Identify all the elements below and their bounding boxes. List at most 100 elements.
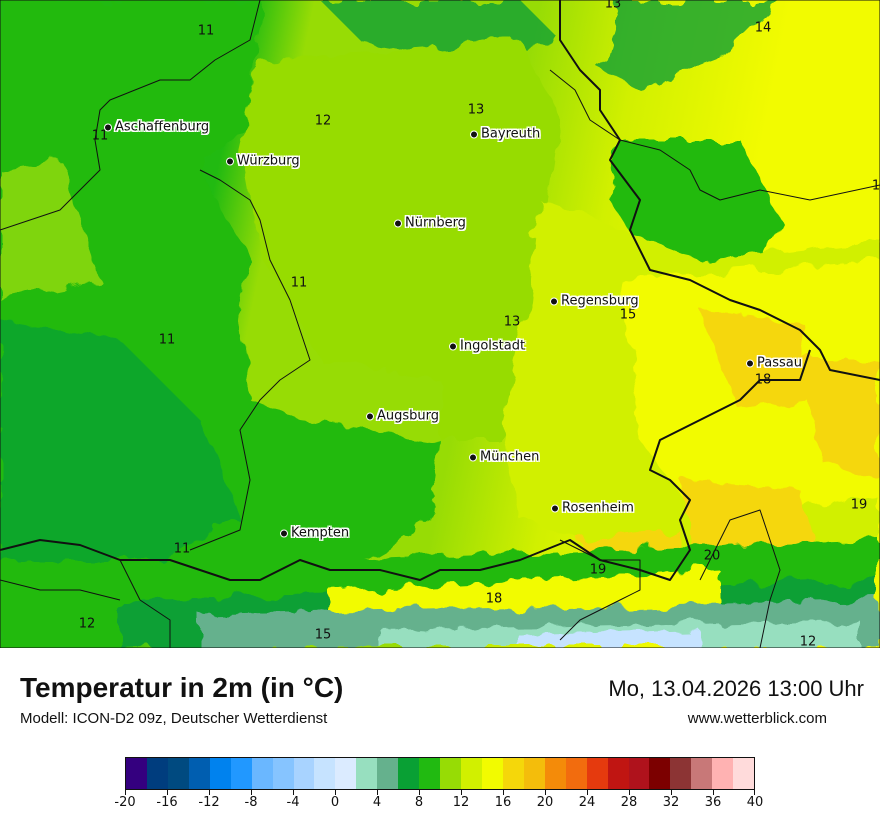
colorbar-segment: [230, 758, 252, 789]
city-label: München: [480, 449, 540, 465]
colorbar-tick: [125, 790, 126, 795]
colorbar-tick: [587, 790, 588, 795]
colorbar-tick: [335, 790, 336, 795]
temperature-map: 13 11 14 11 12 13 1 11 11 13 15 18 19 20 19 18 11 12 15 12 …: [0, 0, 880, 648]
colorbar-segment: [607, 758, 629, 789]
colorbar-segment: [649, 758, 671, 789]
colorbar-tick-label: 0: [330, 795, 340, 810]
colorbar-segment: [461, 758, 482, 789]
temperature-value-label: 11: [158, 332, 176, 348]
temperature-value-label: 12: [78, 616, 96, 632]
temperature-value-label: 11: [173, 541, 191, 557]
model-source: Modell: ICON-D2 09z, Deutscher Wetterdie…: [20, 710, 328, 727]
colorbar-tick: [671, 790, 672, 795]
city-marker: Passau: [746, 356, 802, 371]
colorbar-tick: [461, 790, 462, 795]
colorbar-tick-label: -16: [156, 795, 178, 810]
city-dot-icon: [280, 529, 288, 537]
colorbar-segment: [126, 758, 147, 789]
temperature-value-label: 11: [91, 128, 109, 144]
city-dot-icon: [104, 123, 112, 131]
colorbar-segment: [335, 758, 357, 789]
city-marker: Rosenheim: [551, 501, 634, 516]
colorbar-tick-label: -4: [286, 795, 300, 810]
colorbar-tick: [545, 790, 546, 795]
city-dot-icon: [469, 453, 477, 461]
city-dot-icon: [226, 157, 234, 165]
temperature-value-label: 15: [314, 627, 332, 643]
colorbar-tick-label: -20: [114, 795, 136, 810]
temperature-value-label: 18: [754, 372, 772, 388]
city-label: Bayreuth: [481, 126, 541, 142]
colorbar-segment: [523, 758, 545, 789]
colorbar-tick: [713, 790, 714, 795]
temperature-value-label: 13: [467, 102, 485, 118]
colorbar-tick-label: 36: [704, 795, 722, 810]
temperature-value-label: 11: [197, 23, 215, 39]
city-dot-icon: [449, 342, 457, 350]
colorbar-tick: [377, 790, 378, 795]
temperature-value-label: 19: [589, 562, 607, 578]
colorbar-segment: [481, 758, 503, 789]
colorbar-tick-label: 32: [662, 795, 680, 810]
website-link[interactable]: www.wetterblick.com: [687, 710, 827, 727]
colorbar-tick: [251, 790, 252, 795]
colorbar-segment: [544, 758, 566, 789]
colorbar-ticks: -20 -16 -12 -8 -4 0 4 8 12 16 20 24 28 32 36 40: [114, 790, 763, 820]
city-dot-icon: [551, 504, 559, 512]
city-marker: Regensburg: [550, 294, 639, 309]
colorbar-segment: [565, 758, 587, 789]
city-label: Passau: [757, 355, 802, 371]
map-title: Temperatur in 2m (in °C): [20, 672, 344, 703]
city-label: Regensburg: [561, 293, 639, 309]
colorbar-tick-label: 20: [536, 795, 554, 810]
colorbar-segment: [733, 758, 755, 789]
temperature-value-label: 11: [290, 275, 308, 291]
colorbar-segment: [398, 758, 420, 789]
temperature-colorbar: [125, 757, 755, 790]
city-dot-icon: [550, 297, 558, 305]
colorbar-tick: [167, 790, 168, 795]
city-marker: Kempten: [280, 526, 349, 541]
colorbar-segment: [377, 758, 399, 789]
colorbar-tick: [629, 790, 630, 795]
colorbar-tick: [754, 790, 755, 795]
city-dot-icon: [366, 412, 374, 420]
city-label: Ingolstadt: [460, 338, 526, 354]
colorbar-tick-label: 28: [620, 795, 638, 810]
colorbar-tick-label: 24: [578, 795, 596, 810]
colorbar-segment: [251, 758, 273, 789]
temperature-value-label: 12: [799, 634, 817, 649]
colorbar-tick-label: 8: [414, 795, 424, 810]
colorbar-tick-label: 16: [494, 795, 512, 810]
city-label: Würzburg: [237, 153, 300, 169]
colorbar-segment: [188, 758, 210, 789]
colorbar-tick: [209, 790, 210, 795]
colorbar-tick-label: 12: [452, 795, 470, 810]
colorbar-tick-label: 40: [746, 795, 764, 810]
temperature-value-label: 13: [503, 314, 521, 330]
city-marker: Ingolstadt: [449, 339, 525, 354]
temperature-value-label: 15: [619, 307, 637, 323]
temperature-value-label: 13: [604, 0, 622, 12]
colorbar-tick: [503, 790, 504, 795]
colorbar-segment: [691, 758, 713, 789]
city-label: Kempten: [291, 525, 350, 541]
colorbar-segment: [167, 758, 189, 789]
colorbar-tick-label: -8: [244, 795, 258, 810]
city-label: Augsburg: [377, 408, 440, 424]
colorbar-segment: [586, 758, 608, 789]
city-marker: Augsburg: [366, 409, 439, 424]
colorbar-segment: [419, 758, 441, 789]
temperature-value-label: 20: [703, 548, 721, 564]
colorbar-segment: [314, 758, 336, 789]
city-label: Rosenheim: [562, 500, 634, 516]
city-dot-icon: [470, 130, 478, 138]
colorbar-segment: [670, 758, 692, 789]
colorbar-segment: [628, 758, 650, 789]
colorbar-segment: [209, 758, 231, 789]
temperature-value-label: 14: [754, 20, 772, 36]
colorbar-segment: [440, 758, 461, 789]
chart-footer: Temperatur in 2m (in °C) Modell: ICON-D2…: [0, 648, 880, 830]
temperature-value-label: 18: [485, 591, 503, 607]
